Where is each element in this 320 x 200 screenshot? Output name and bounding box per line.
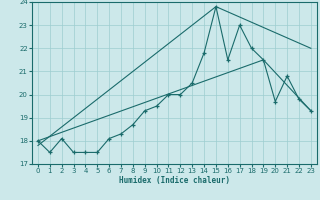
X-axis label: Humidex (Indice chaleur): Humidex (Indice chaleur) <box>119 176 230 185</box>
